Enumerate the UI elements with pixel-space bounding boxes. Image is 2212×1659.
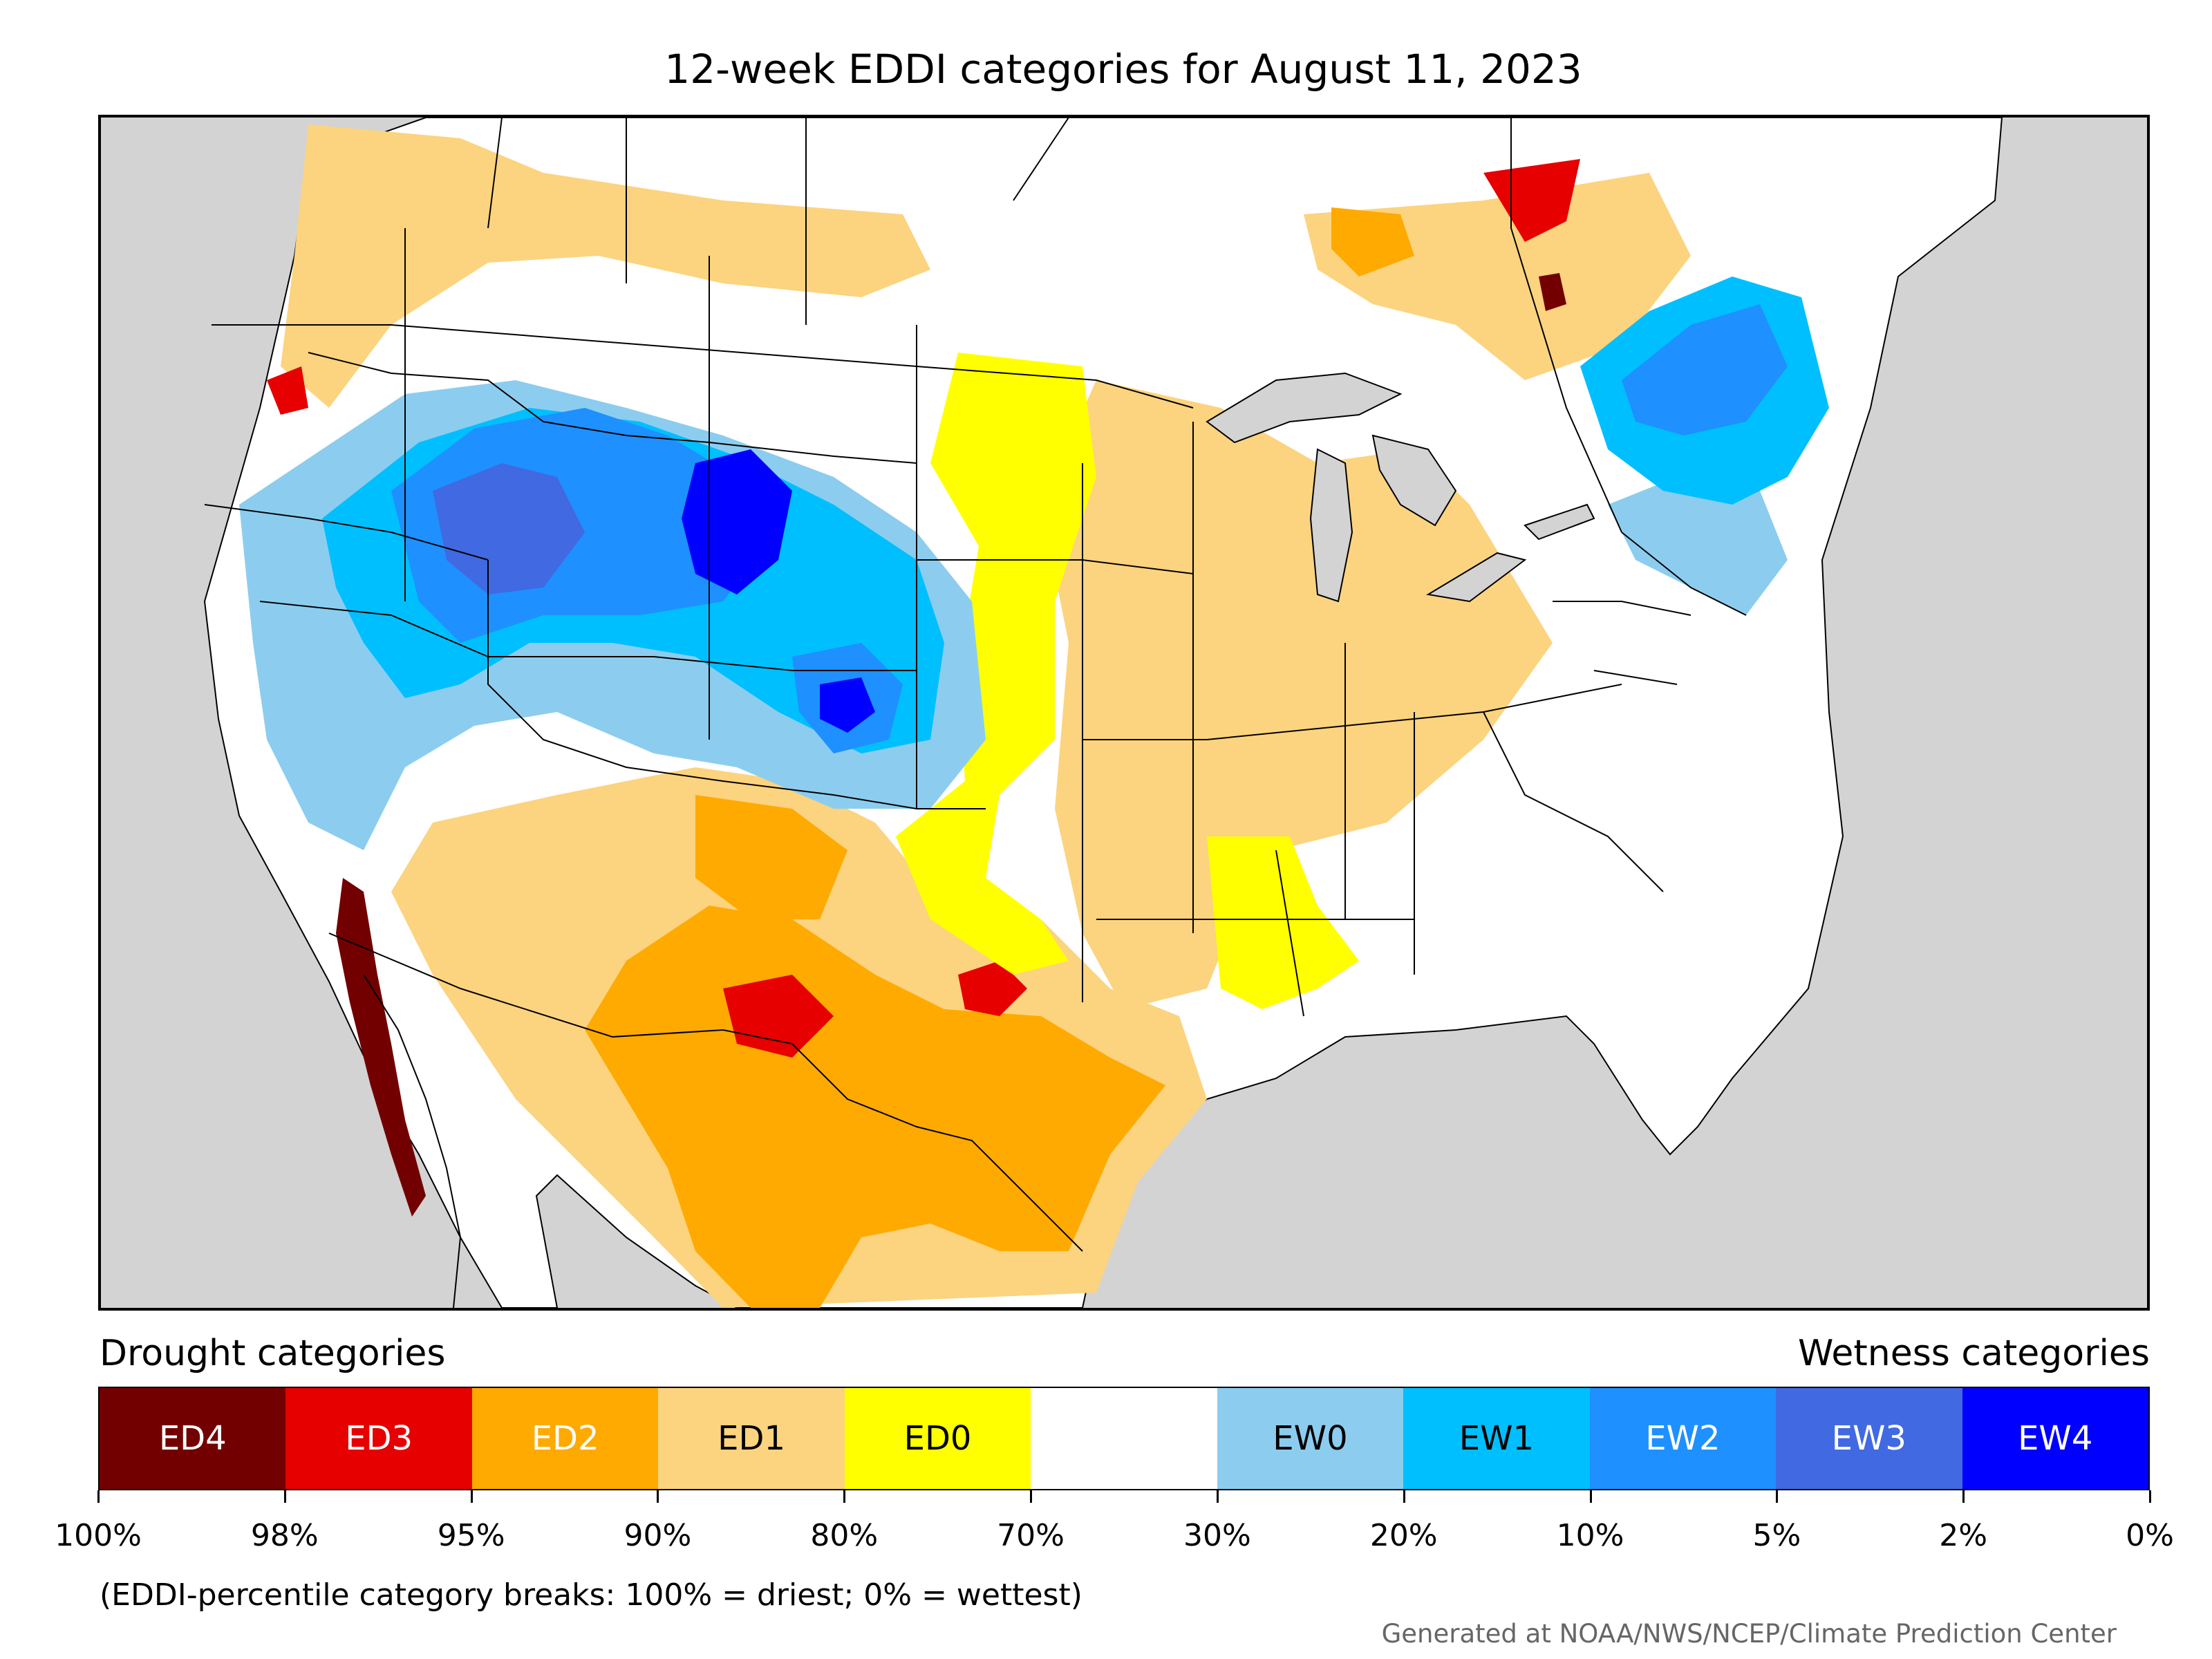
ed0-southeast: [1207, 836, 1359, 1009]
colorbar-break-label: 10%: [1556, 1518, 1624, 1553]
colorbar-break-label: 80%: [810, 1518, 879, 1553]
lake-ontario: [1524, 503, 1595, 541]
lake-erie: [1426, 552, 1527, 603]
colorbar-tick: [1776, 1490, 1779, 1503]
ed1-pacific-nw: [281, 124, 930, 408]
colorbar-tick: [1216, 1490, 1219, 1503]
colorbar-tick: [1030, 1490, 1033, 1503]
colorbar-break-label: 70%: [997, 1518, 1065, 1553]
colorbar-break-label: 95%: [437, 1518, 505, 1553]
eddi-map: [98, 115, 2150, 1311]
colorbar-tick: [843, 1490, 846, 1503]
colorbar-tick: [283, 1490, 286, 1503]
lake-huron: [1371, 434, 1457, 527]
colorbar-tick: [2149, 1490, 2151, 1503]
category-colorbar: ED4 ED3 ED2 ED1 ED0 EW0 EW1 EW2 EW3 EW4: [98, 1387, 2150, 1490]
map-title: 12-week EDDI categories for August 11, 2…: [664, 46, 1582, 93]
colorbar-break-label: 2%: [1939, 1518, 1988, 1553]
lake-michigan: [1309, 448, 1353, 603]
colorbar-break-label: 90%: [624, 1518, 692, 1553]
colorbar-cell: ED3: [285, 1388, 472, 1489]
colorbar-cell: ED2: [471, 1388, 659, 1489]
ew4-colorado: [820, 677, 875, 733]
us-mexico-border: [328, 932, 1083, 1252]
colorbar-cell: EW2: [1589, 1388, 1777, 1489]
credit-line: Generated at NOAA/NWS/NCEP/Climate Predi…: [1381, 1619, 2117, 1649]
ew2-quebec: [1622, 304, 1788, 435]
colorbar-break-label: 5%: [1752, 1518, 1801, 1553]
colorbar-tick: [97, 1490, 100, 1503]
colorbar-tick: [470, 1490, 473, 1503]
colorbar-cell: [1031, 1388, 1217, 1489]
colorbar-tick: [657, 1490, 659, 1503]
drought-categories-heading: Drought categories: [100, 1333, 446, 1374]
colorbar-break-label: 0%: [2126, 1518, 2174, 1553]
wetness-categories-heading: Wetness categories: [1798, 1333, 2150, 1374]
colorbar-break-label: 30%: [1183, 1518, 1251, 1553]
ed3-ontario: [1483, 159, 1580, 242]
baja-coast: [363, 974, 462, 1308]
ed4-baja: [336, 878, 426, 1217]
colorbar-cell: EW0: [1217, 1388, 1404, 1489]
ed2-lake-superior: [1331, 207, 1414, 276]
ed0-plains: [896, 353, 1096, 975]
ed4-quebec: [1539, 273, 1566, 311]
lake-superior: [1206, 372, 1403, 444]
ew0-northeast: [1608, 477, 1788, 615]
ew3-idaho-utah: [433, 463, 585, 594]
state-borders: [204, 118, 1747, 1017]
ed2-nm: [695, 795, 847, 919]
colorbar-cell: EW4: [1962, 1388, 2148, 1489]
colorbar-cell: EW1: [1403, 1388, 1590, 1489]
map-canvas: [203, 118, 2003, 1308]
colorbar-cell: ED0: [844, 1388, 1031, 1489]
colorbar-tick: [1589, 1490, 1592, 1503]
colorbar-tick: [1962, 1490, 1965, 1503]
colorbar-tick: [1403, 1490, 1405, 1503]
colorbar-cell: ED1: [658, 1388, 845, 1489]
colorbar-cell: EW3: [1776, 1388, 1962, 1489]
colorbar-cell: ED4: [100, 1388, 286, 1489]
colorbar-break-label: 98%: [250, 1518, 319, 1553]
colorbar-ticks: [97, 1490, 2151, 1504]
ed3-nm-az: [723, 975, 834, 1058]
percentile-footnote: (EDDI-percentile category breaks: 100% =…: [100, 1577, 1082, 1613]
ed1-midwest: [1041, 380, 1553, 1009]
colorbar-break-label: 20%: [1369, 1518, 1438, 1553]
ed3-oregon: [267, 366, 308, 415]
colorbar-break-label: 100%: [55, 1518, 142, 1553]
ed3-texas: [958, 961, 1027, 1016]
